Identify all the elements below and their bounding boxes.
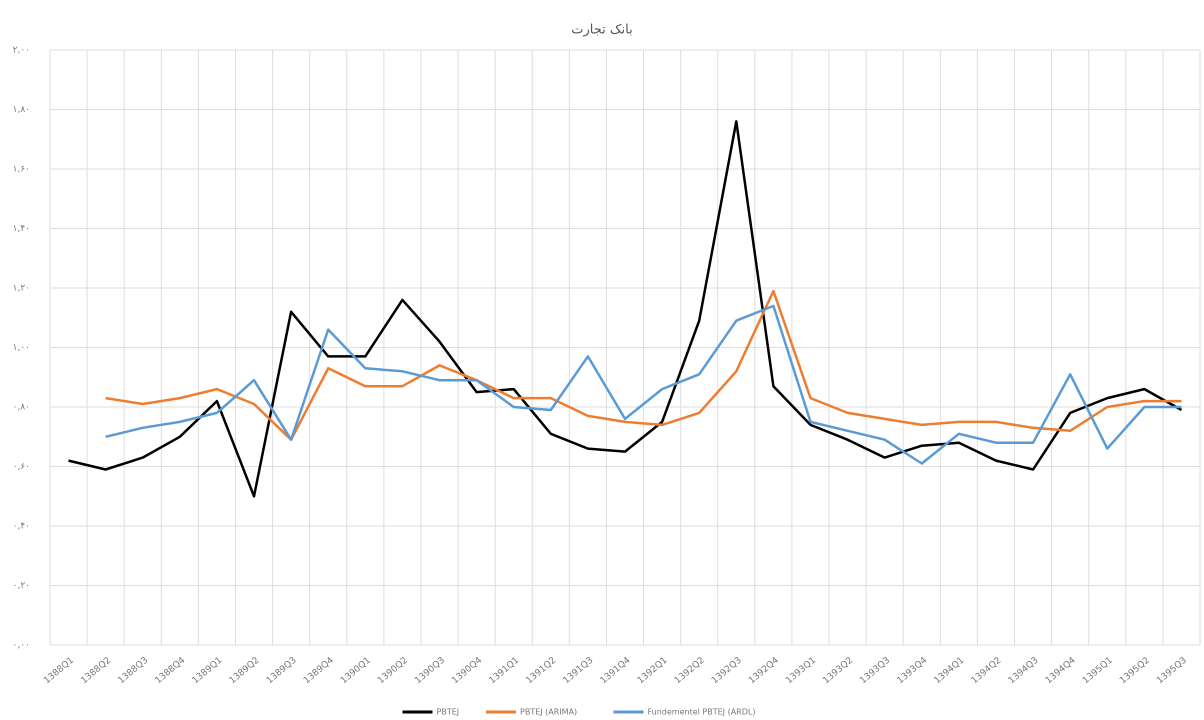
y-tick-label: ۱,۴۰ — [13, 224, 30, 234]
x-tick-label: 1391Q1 — [487, 656, 521, 687]
legend-label: PBTEJ (ARIMA) — [520, 708, 577, 717]
x-tick-label: 1388Q4 — [154, 655, 188, 686]
x-tick-label: 1391Q4 — [599, 655, 633, 686]
x-tick-label: 1389Q3 — [265, 656, 299, 687]
x-tick-label: 1394Q1 — [933, 656, 967, 687]
x-tick-label: 1388Q3 — [116, 656, 150, 687]
x-tick-label: 1391Q3 — [562, 656, 596, 687]
x-tick-label: 1393Q3 — [858, 656, 892, 687]
x-tick-label: 1392Q1 — [636, 656, 670, 687]
x-tick-label: 1393Q1 — [784, 656, 818, 687]
x-tick-label: 1392Q3 — [710, 656, 744, 687]
x-tick-label: 1395Q3 — [1155, 656, 1189, 687]
series-line — [68, 120, 1183, 498]
x-tick-label: 1395Q1 — [1081, 656, 1115, 687]
chart-title: بانک تجارت — [571, 23, 632, 38]
x-tick-label: 1390Q1 — [339, 656, 373, 687]
legend-label: Fundementel PBTEJ (ARDL) — [648, 708, 756, 717]
series-line — [105, 304, 1182, 465]
y-tick-label: ۰,۲۰ — [13, 581, 30, 591]
y-tick-label: ۱,۲۰ — [13, 284, 30, 294]
x-tick-label: 1391Q2 — [525, 656, 559, 687]
x-tick-label: 1390Q4 — [450, 655, 484, 686]
x-tick-label: 1393Q4 — [896, 655, 930, 686]
x-tick-label: 1389Q4 — [302, 655, 336, 686]
legend-label: PBTEJ — [437, 708, 460, 717]
x-tick-label: 1390Q3 — [413, 656, 447, 687]
y-tick-label: ۱,۸۰ — [13, 105, 30, 115]
x-tick-label: 1394Q2 — [970, 656, 1004, 687]
y-tick-label: ۰,۰۰ — [13, 641, 30, 651]
x-tick-label: 1392Q4 — [747, 655, 781, 686]
y-tick-label: ۰,۴۰ — [13, 522, 30, 532]
x-tick-label: 1392Q2 — [673, 656, 707, 687]
x-tick-label: 1394Q4 — [1044, 655, 1078, 686]
y-tick-label: ۱,۰۰ — [13, 343, 30, 353]
x-tick-label: 1389Q1 — [191, 656, 225, 687]
x-tick-label: 1394Q3 — [1007, 656, 1041, 687]
series-line — [105, 289, 1182, 441]
x-tick-label: 1388Q1 — [42, 656, 76, 687]
x-tick-label: 1389Q2 — [228, 656, 262, 687]
x-tick-label: 1390Q2 — [376, 656, 410, 687]
x-tick-label: 1388Q2 — [79, 656, 113, 687]
x-tick-label: 1395Q2 — [1118, 656, 1152, 687]
y-tick-label: ۰,۸۰ — [13, 403, 30, 413]
y-tick-label: ۱,۶۰ — [13, 165, 30, 175]
y-tick-label: ۰,۶۰ — [13, 462, 30, 472]
y-tick-label: ۲,۰۰ — [13, 46, 30, 56]
x-tick-label: 1393Q2 — [821, 656, 855, 687]
